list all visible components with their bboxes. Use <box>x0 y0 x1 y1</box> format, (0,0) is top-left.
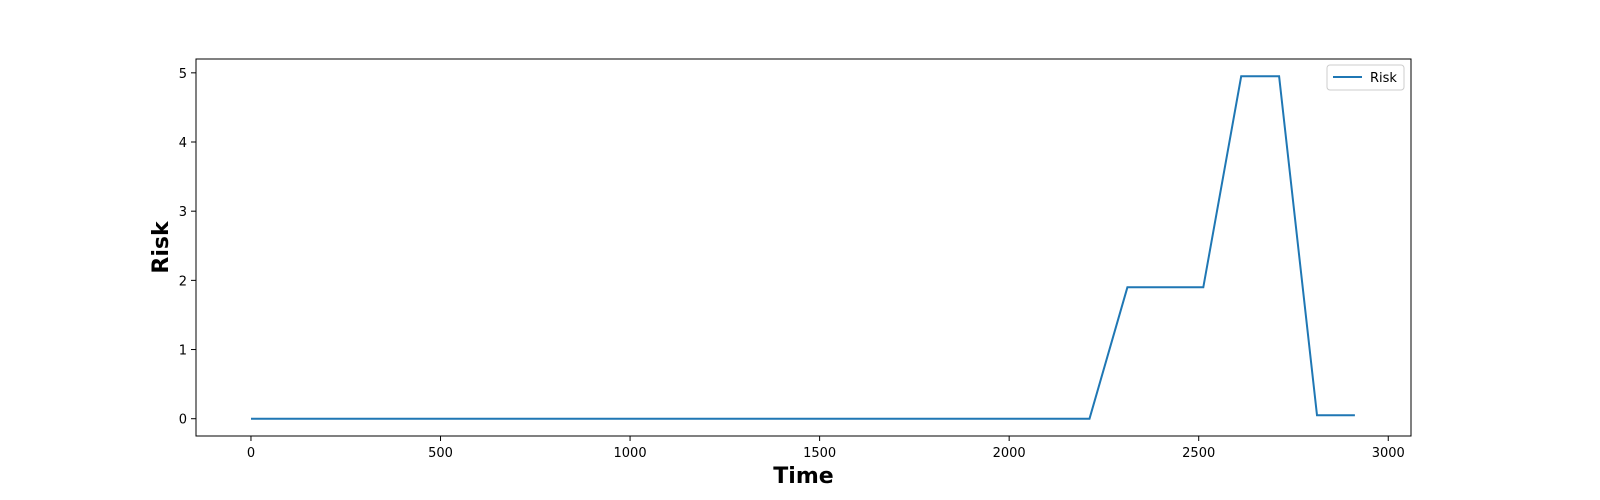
legend-label: Risk <box>1370 71 1397 86</box>
legend-box <box>1326 64 1405 91</box>
y-tick-label: 3 <box>179 205 187 220</box>
y-tick-label: 1 <box>179 344 187 359</box>
y-tick-label: 4 <box>179 136 187 151</box>
y-tick-label: 0 <box>179 413 187 428</box>
x-tick-label: 0 <box>247 446 255 461</box>
x-tick-label: 1000 <box>614 446 647 461</box>
y-axis: 0 1 2 3 4 5 <box>179 67 196 428</box>
axes-frame <box>195 58 1412 437</box>
y-axis-label: Risk <box>149 220 174 274</box>
x-tick-label: 2000 <box>993 446 1026 461</box>
series-line <box>251 75 1355 420</box>
x-tick-label: 3000 <box>1372 446 1405 461</box>
plot-area <box>251 75 1355 420</box>
y-tick-label: 5 <box>179 67 187 82</box>
legend: Risk <box>1326 64 1405 91</box>
x-tick-label: 2500 <box>1182 446 1215 461</box>
x-axis: 0 500 1000 1500 2000 2500 3000 <box>247 436 1405 461</box>
x-axis-label: Time <box>773 464 833 489</box>
x-tick-label: 500 <box>428 446 453 461</box>
y-tick-label: 2 <box>179 274 187 289</box>
x-tick-label: 1500 <box>803 446 836 461</box>
